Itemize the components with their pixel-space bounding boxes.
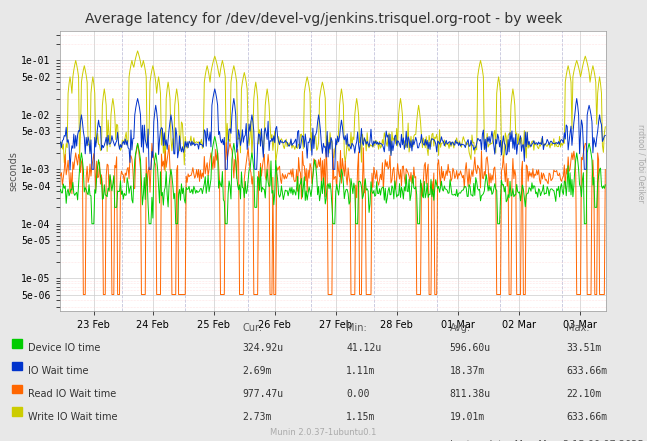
Text: 18.37m: 18.37m — [450, 366, 485, 376]
Text: rrdtool / Tobi Oetiker: rrdtool / Tobi Oetiker — [637, 124, 646, 202]
Text: 19.01m: 19.01m — [450, 412, 485, 422]
Text: Write IO Wait time: Write IO Wait time — [28, 412, 118, 422]
Text: Read IO Wait time: Read IO Wait time — [28, 389, 116, 399]
Text: Avg:: Avg: — [450, 323, 471, 333]
Text: Cur:: Cur: — [243, 323, 263, 333]
Text: 1.11m: 1.11m — [346, 366, 375, 376]
Text: 0.00: 0.00 — [346, 389, 369, 399]
Text: 811.38u: 811.38u — [450, 389, 491, 399]
Text: Munin 2.0.37-1ubuntu0.1: Munin 2.0.37-1ubuntu0.1 — [270, 429, 377, 437]
Text: 22.10m: 22.10m — [566, 389, 601, 399]
Text: Device IO time: Device IO time — [28, 343, 101, 353]
Text: 977.47u: 977.47u — [243, 389, 284, 399]
Y-axis label: seconds: seconds — [8, 151, 18, 191]
Text: 633.66m: 633.66m — [566, 366, 608, 376]
Text: 41.12u: 41.12u — [346, 343, 381, 353]
Text: 33.51m: 33.51m — [566, 343, 601, 353]
Text: Max:: Max: — [566, 323, 589, 333]
Text: 2.69m: 2.69m — [243, 366, 272, 376]
Text: Average latency for /dev/devel-vg/jenkins.trisquel.org-root - by week: Average latency for /dev/devel-vg/jenkin… — [85, 12, 562, 26]
Text: Last update: Mon Mar  3 15:00:07 2025: Last update: Mon Mar 3 15:00:07 2025 — [450, 440, 643, 441]
Text: 633.66m: 633.66m — [566, 412, 608, 422]
Text: 1.15m: 1.15m — [346, 412, 375, 422]
Text: IO Wait time: IO Wait time — [28, 366, 89, 376]
Text: 2.73m: 2.73m — [243, 412, 272, 422]
Text: 324.92u: 324.92u — [243, 343, 284, 353]
Text: Min:: Min: — [346, 323, 367, 333]
Text: 596.60u: 596.60u — [450, 343, 491, 353]
